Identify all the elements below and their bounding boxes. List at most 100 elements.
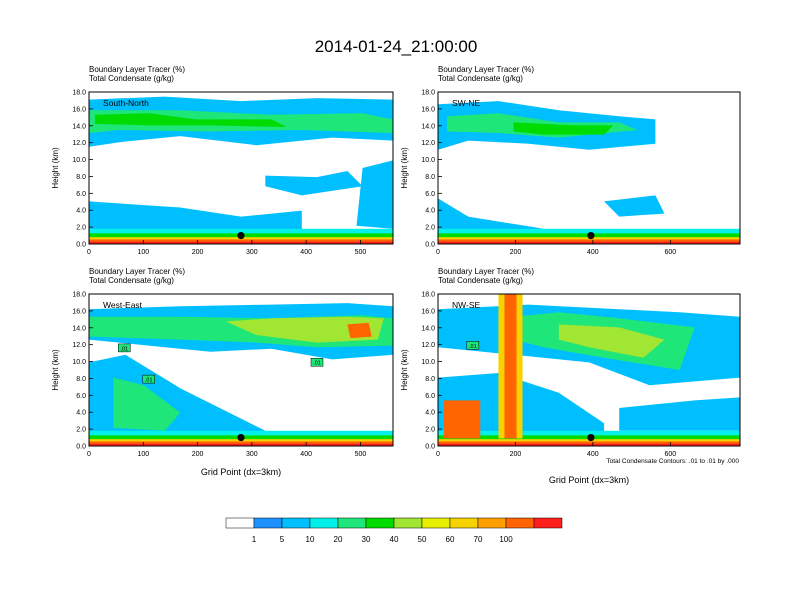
y-tick-label: 16.0: [421, 308, 435, 315]
y-tick-label: 2.0: [425, 427, 435, 434]
y-tick-label: 0.0: [76, 242, 86, 249]
x-tick-label: 400: [300, 451, 312, 458]
x-tick-label: 200: [510, 451, 522, 458]
header-line2: Total Condensate (g/kg): [89, 276, 174, 285]
colorbar-label: 5: [280, 535, 285, 544]
y-tick-label: 4.0: [425, 208, 435, 215]
y-tick-label: 12.0: [72, 140, 86, 147]
site-marker: [587, 433, 595, 442]
tracer-blob-1: [113, 377, 181, 431]
tracer-blob-1: [619, 397, 740, 431]
tracer-blob-0: [438, 198, 544, 232]
y-tick-label: 10.0: [72, 359, 86, 366]
colorbar-label: 20: [334, 535, 343, 544]
y-tick-label: 14.0: [421, 325, 435, 332]
y-tick-label: 18.0: [421, 90, 435, 97]
y-tick-label: 14.0: [72, 325, 86, 332]
colorbar-swatch: [253, 517, 283, 529]
x-tick-label: 400: [300, 249, 312, 256]
contour-label: .01: [145, 378, 153, 384]
colorbar-swatch: [281, 517, 311, 529]
x-tick-label: 100: [137, 249, 149, 256]
x-tick-label: 600: [664, 451, 676, 458]
tracer-blob-1: [265, 171, 363, 196]
colorbar-swatch: [533, 517, 563, 529]
y-tick-label: 4.0: [76, 410, 86, 417]
colorbar-label: 30: [362, 535, 371, 544]
x-tick-label: 500: [355, 451, 367, 458]
site-marker: [587, 231, 595, 240]
header-line2: Total Condensate (g/kg): [438, 74, 523, 83]
y-tick-label: 6.0: [425, 191, 435, 198]
site-marker: [237, 433, 245, 442]
y-tick-label: 6.0: [76, 191, 86, 198]
x-tick-label: 0: [436, 451, 440, 458]
x-tick-label: 0: [436, 249, 440, 256]
x-tick-label: 300: [246, 451, 258, 458]
panel-nw-se: 0 200 400 600 0.0 2.0 4.0 6.0 8.0 10.0 12.0 14.0 16.…: [400, 267, 741, 485]
y-tick-label: 2.0: [76, 225, 86, 232]
convective-column-core: [504, 294, 517, 439]
tracer-blob-1: [604, 195, 665, 217]
header-line1: Boundary Layer Tracer (%): [89, 267, 185, 276]
y-tick-label: 0.0: [76, 444, 86, 451]
panels: 0 100 200 300 400 500 0.0 2.0 4.0 6.0 8.0 10.0 12.0 1…: [51, 65, 741, 485]
panel-west-east: 0 100 200 300 400 500 0.0 2.0 4.0 6.0 8.0 10.0 12.0 1…: [51, 267, 394, 477]
x-tick-label: 400: [587, 249, 599, 256]
y-tick-label: 12.0: [421, 140, 435, 147]
y-tick-label: 16.0: [72, 308, 86, 315]
y-tick-label: 2.0: [76, 427, 86, 434]
y-axis-label: Height (km): [51, 349, 60, 391]
tracer-field: [89, 294, 393, 446]
contour-label-box: [142, 374, 155, 384]
contour-label-box: [466, 341, 480, 350]
surface-layer-4: [89, 241, 393, 244]
colorbar-label: 60: [446, 535, 455, 544]
panel-label: NW-SE: [452, 300, 481, 310]
tracer-field: [89, 92, 393, 244]
y-tick-label: 18.0: [72, 292, 86, 299]
header-line1: Boundary Layer Tracer (%): [438, 267, 534, 276]
contour-label: .01: [469, 344, 477, 350]
tracer-field: [438, 92, 740, 244]
y-tick-label: 10.0: [421, 157, 435, 164]
tracer-band-2: [513, 122, 614, 135]
plot-frame: [88, 91, 394, 245]
x-axis-label: Grid Point (dx=3km): [549, 475, 629, 485]
y-axis-label: Height (km): [400, 349, 409, 391]
y-tick-label: 6.0: [425, 393, 435, 400]
colorbar-swatch: [505, 517, 535, 529]
colorbar-swatch: [393, 517, 423, 529]
y-tick-label: 12.0: [72, 342, 86, 349]
y-axis-label: Height (km): [51, 147, 60, 189]
colorbar-label: 1: [252, 535, 257, 544]
colorbar-label: 70: [474, 535, 483, 544]
surface-layer-4: [438, 443, 740, 446]
x-tick-label: 600: [664, 249, 676, 256]
plot-frame: [437, 91, 741, 245]
panel-label: South-North: [103, 98, 149, 108]
plot-frame: [437, 293, 741, 447]
tracer-field: [438, 294, 740, 446]
colorbar-label: 50: [418, 535, 427, 544]
y-tick-label: 8.0: [76, 376, 86, 383]
colorbar-swatch: [309, 517, 339, 529]
panel-sw-ne: 0 200 400 600 0.0 2.0 4.0 6.0 8.0 10.0 12.0 14.0 16.…: [400, 65, 741, 256]
y-tick-label: 0.0: [425, 242, 435, 249]
x-axis-label: Grid Point (dx=3km): [201, 467, 281, 477]
y-tick-label: 16.0: [421, 106, 435, 113]
low-level-core: [444, 400, 481, 439]
y-axis-label: Height (km): [400, 147, 409, 189]
y-tick-label: 8.0: [76, 174, 86, 181]
x-tick-label: 0: [87, 451, 91, 458]
x-tick-label: 300: [246, 249, 258, 256]
y-tick-label: 10.0: [421, 359, 435, 366]
y-tick-label: 12.0: [421, 342, 435, 349]
y-tick-label: 14.0: [72, 123, 86, 130]
y-tick-label: 0.0: [425, 444, 435, 451]
x-tick-label: 200: [510, 249, 522, 256]
contour-label-box: [118, 343, 131, 353]
x-tick-label: 200: [192, 249, 204, 256]
panel-south-north: 0 100 200 300 400 500 0.0 2.0 4.0 6.0 8.0 10.0 12.0 1…: [51, 65, 394, 256]
